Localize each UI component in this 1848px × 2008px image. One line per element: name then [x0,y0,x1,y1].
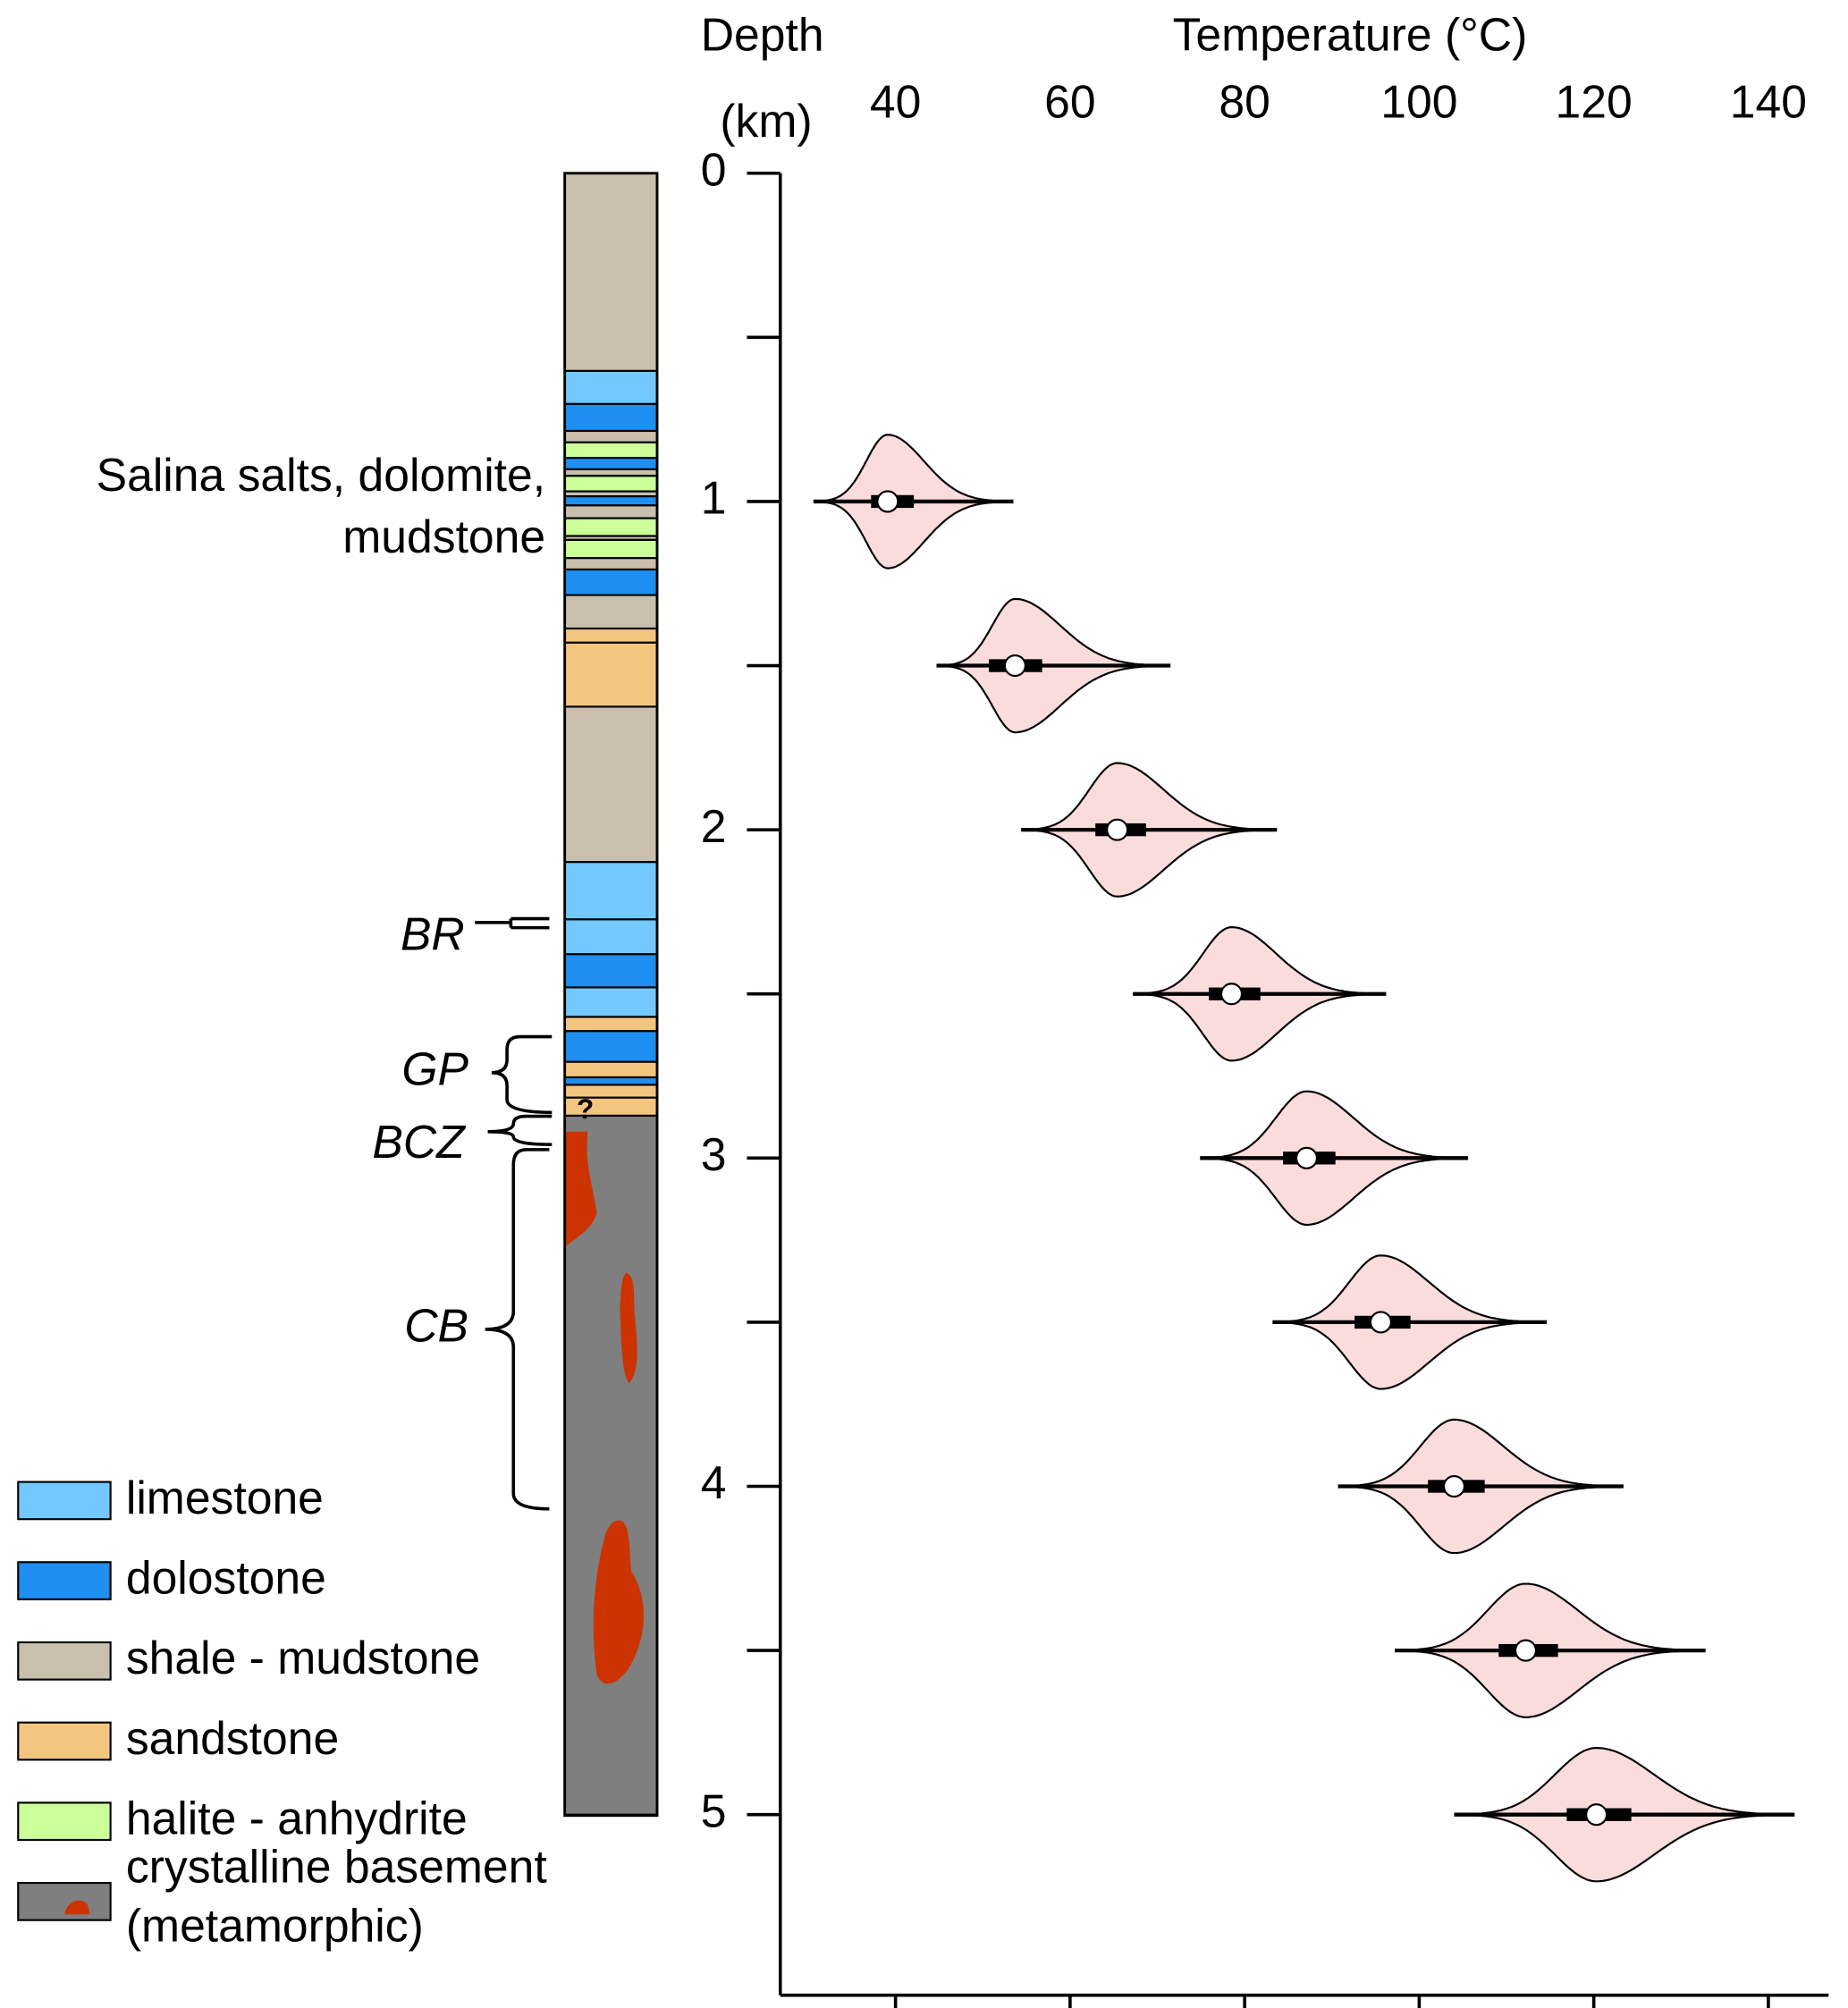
layer [563,918,659,956]
y-axis-title: Depth [701,9,824,61]
bcz-bracket [487,1114,553,1146]
median [1219,983,1244,1006]
layer [563,568,659,596]
layer [563,986,659,1018]
layer [563,953,659,989]
legend-label: sandstone [126,1712,339,1764]
legend-swatch [17,1481,112,1521]
median [1514,1639,1538,1662]
layer [563,504,659,519]
cb-bracket [485,1148,550,1511]
layer [563,594,659,630]
layer [563,402,659,433]
x-tick-label: 80 [1219,75,1270,127]
median [1003,654,1026,678]
layer [563,641,659,708]
legend-label: crystalline basement [126,1840,547,1892]
legend-label: halite - anhydrite [126,1793,468,1844]
legend-swatch [17,1801,112,1842]
layer [563,705,659,864]
x-tick-label: 60 [1044,75,1095,127]
annotation: CB [404,1299,468,1351]
legend-swatch [17,1721,112,1761]
layer [563,517,659,537]
brackets [475,916,553,1511]
layer [563,1076,659,1086]
layer [563,861,659,921]
legend-label: dolostone [126,1551,326,1603]
median [876,490,899,513]
median [1369,1311,1393,1334]
legend-swatch [17,1641,112,1681]
y-tick-label: 3 [701,1128,727,1180]
inclusion [620,1272,637,1384]
layer [563,494,659,507]
median [1442,1474,1466,1498]
layer [563,1016,659,1033]
legend-swatch [17,1881,112,1921]
annotation: BR [401,908,465,960]
annotation: BCZ [372,1116,466,1168]
median [1295,1146,1319,1169]
inclusion [564,1131,597,1247]
legend-swatch [17,1561,112,1600]
inclusion [593,1520,644,1684]
layer [563,369,659,405]
legend-label: shale - mudstone [126,1632,480,1683]
y-tick-label: 5 [701,1784,727,1836]
x-tick-label: 120 [1556,75,1633,127]
layer [563,475,659,493]
median [1585,1803,1608,1827]
annotation: ? [577,1093,594,1125]
annotation: Salina salts, dolomite, [97,449,545,501]
y-axis-title: (km) [720,95,812,147]
x-axis-title: Temperature (°C) [1173,9,1528,61]
annotation: GP [401,1042,468,1094]
x-tick-label: 40 [870,75,921,127]
strat-column [563,172,659,1816]
layer [563,457,659,471]
layer [563,538,659,560]
median [1106,818,1129,841]
layer [563,1060,659,1079]
x-tick-label: 140 [1730,75,1807,127]
gp-bracket [491,1034,553,1115]
layer [563,557,659,571]
metamorphic-inclusions [564,1131,644,1684]
y-tick-label: 4 [701,1456,727,1508]
layer [563,172,659,372]
layer [563,1030,659,1063]
annotation: mudstone [342,510,545,562]
br-pointer [475,916,550,930]
legend-label: limestone [126,1472,324,1523]
y-tick-label: 2 [701,800,727,852]
layer [563,468,659,477]
column-frame [563,172,659,1818]
layer [563,441,659,460]
legend-label: (metamorphic) [126,1899,424,1951]
x-tick-label: 100 [1380,75,1457,127]
layer [563,627,659,644]
layer [563,429,659,443]
y-tick-label: 0 [701,143,727,195]
legend-inclusion [63,1900,90,1915]
y-tick-label: 1 [701,472,727,524]
